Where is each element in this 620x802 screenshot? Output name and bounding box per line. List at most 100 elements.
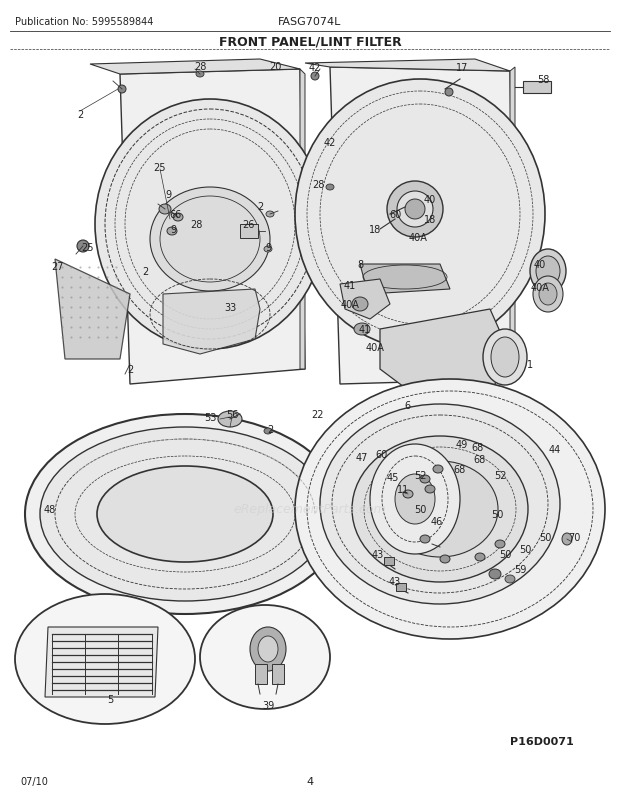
Ellipse shape bbox=[264, 428, 272, 435]
Ellipse shape bbox=[505, 575, 515, 583]
Text: 43: 43 bbox=[372, 549, 384, 559]
Text: 70: 70 bbox=[568, 533, 580, 542]
Bar bbox=[272, 664, 284, 684]
Text: 39: 39 bbox=[262, 700, 274, 710]
Text: 48: 48 bbox=[44, 504, 56, 514]
Text: 52: 52 bbox=[414, 471, 427, 480]
Ellipse shape bbox=[483, 330, 527, 386]
Ellipse shape bbox=[489, 569, 501, 579]
Text: 49: 49 bbox=[456, 439, 468, 449]
Ellipse shape bbox=[196, 72, 204, 78]
Ellipse shape bbox=[425, 485, 435, 493]
Polygon shape bbox=[510, 68, 515, 379]
Text: 1: 1 bbox=[527, 359, 533, 370]
Text: 40: 40 bbox=[424, 195, 436, 205]
Ellipse shape bbox=[97, 467, 273, 562]
Text: 44: 44 bbox=[549, 444, 561, 455]
Text: 28: 28 bbox=[312, 180, 324, 190]
Ellipse shape bbox=[420, 535, 430, 543]
Ellipse shape bbox=[40, 427, 330, 602]
Polygon shape bbox=[120, 70, 305, 384]
Ellipse shape bbox=[25, 415, 345, 614]
Bar bbox=[240, 225, 258, 239]
Text: 2: 2 bbox=[257, 202, 263, 212]
Text: 50: 50 bbox=[519, 545, 531, 554]
Ellipse shape bbox=[218, 411, 242, 427]
Text: 27: 27 bbox=[51, 261, 63, 272]
Polygon shape bbox=[330, 68, 515, 384]
Ellipse shape bbox=[150, 188, 270, 292]
Text: 07/10: 07/10 bbox=[20, 776, 48, 786]
Ellipse shape bbox=[295, 80, 545, 350]
Ellipse shape bbox=[258, 636, 278, 662]
Ellipse shape bbox=[562, 533, 572, 545]
Text: 20: 20 bbox=[269, 62, 281, 72]
Text: 68: 68 bbox=[471, 443, 483, 452]
Text: 50: 50 bbox=[491, 509, 503, 520]
Ellipse shape bbox=[536, 257, 560, 286]
Ellipse shape bbox=[266, 212, 274, 217]
Bar bbox=[255, 664, 267, 684]
Ellipse shape bbox=[295, 379, 605, 639]
Text: 2: 2 bbox=[127, 365, 133, 375]
Polygon shape bbox=[305, 60, 510, 72]
Text: FASG7074L: FASG7074L bbox=[278, 17, 342, 27]
Ellipse shape bbox=[397, 192, 433, 228]
Ellipse shape bbox=[420, 476, 430, 484]
Polygon shape bbox=[300, 70, 305, 370]
Text: 40A: 40A bbox=[531, 282, 549, 293]
Text: 66: 66 bbox=[169, 210, 181, 220]
Text: 4: 4 bbox=[306, 776, 314, 786]
Ellipse shape bbox=[15, 594, 195, 724]
Ellipse shape bbox=[320, 404, 560, 604]
Text: eReplacementParts.com: eReplacementParts.com bbox=[234, 503, 386, 516]
Ellipse shape bbox=[354, 323, 370, 335]
Text: 46: 46 bbox=[431, 516, 443, 526]
Text: FRONT PANEL/LINT FILTER: FRONT PANEL/LINT FILTER bbox=[219, 35, 401, 48]
Text: 52: 52 bbox=[494, 471, 507, 480]
Polygon shape bbox=[90, 60, 300, 75]
Text: 8: 8 bbox=[357, 260, 363, 269]
Ellipse shape bbox=[433, 465, 443, 473]
Text: 22: 22 bbox=[312, 410, 324, 419]
Text: 50: 50 bbox=[414, 504, 426, 514]
Text: 50: 50 bbox=[499, 549, 511, 559]
Ellipse shape bbox=[250, 627, 286, 671]
Text: 59: 59 bbox=[514, 565, 526, 574]
Text: 33: 33 bbox=[224, 302, 236, 313]
Text: 40A: 40A bbox=[409, 233, 427, 243]
Ellipse shape bbox=[159, 205, 171, 215]
Ellipse shape bbox=[264, 247, 272, 253]
Text: 17: 17 bbox=[456, 63, 468, 73]
Text: 28: 28 bbox=[194, 62, 206, 72]
Text: 40A: 40A bbox=[340, 300, 360, 310]
Ellipse shape bbox=[530, 249, 566, 294]
Polygon shape bbox=[45, 627, 158, 697]
Ellipse shape bbox=[440, 555, 450, 563]
Polygon shape bbox=[55, 260, 130, 359]
Ellipse shape bbox=[387, 182, 443, 237]
Ellipse shape bbox=[167, 228, 177, 236]
Text: 41: 41 bbox=[344, 281, 356, 290]
Text: 58: 58 bbox=[537, 75, 549, 85]
Bar bbox=[384, 557, 394, 565]
Text: 60: 60 bbox=[376, 449, 388, 460]
Text: 5: 5 bbox=[107, 695, 113, 704]
Ellipse shape bbox=[445, 89, 453, 97]
Polygon shape bbox=[380, 310, 510, 399]
Ellipse shape bbox=[200, 606, 330, 709]
Text: 68: 68 bbox=[474, 455, 486, 464]
Text: 25: 25 bbox=[154, 163, 166, 172]
Text: 53: 53 bbox=[204, 412, 216, 423]
Text: 18: 18 bbox=[369, 225, 381, 235]
Text: Publication No: 5995589844: Publication No: 5995589844 bbox=[15, 17, 153, 27]
Text: 26: 26 bbox=[242, 220, 254, 229]
Ellipse shape bbox=[395, 475, 435, 525]
Text: 6: 6 bbox=[404, 400, 410, 411]
Text: 2: 2 bbox=[77, 110, 83, 119]
Ellipse shape bbox=[403, 490, 413, 498]
Text: 9: 9 bbox=[165, 190, 171, 200]
Ellipse shape bbox=[173, 214, 183, 221]
Text: 50: 50 bbox=[539, 533, 551, 542]
Text: 47: 47 bbox=[356, 452, 368, 463]
